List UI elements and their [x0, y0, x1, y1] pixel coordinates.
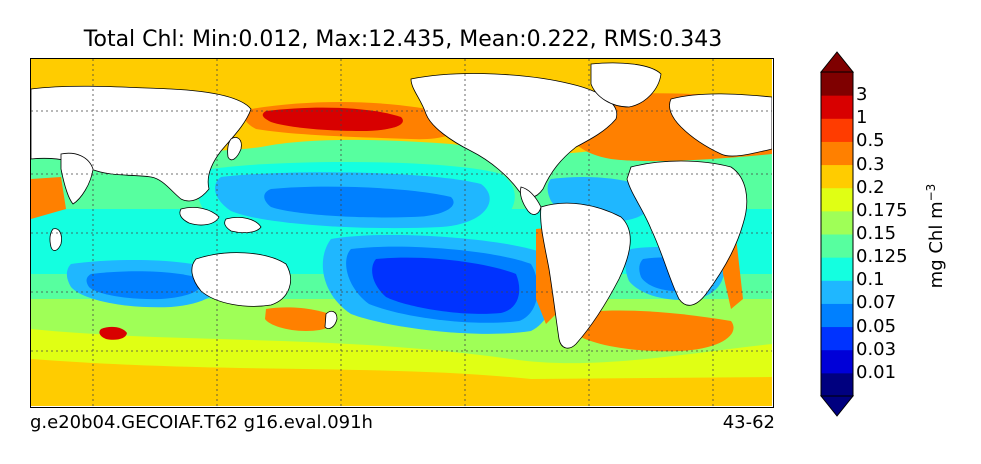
europe-landmass	[669, 93, 772, 157]
greenland-landmass	[590, 62, 662, 108]
india-landmass	[60, 152, 94, 205]
colorbar-extend-min	[819, 395, 855, 417]
colorbar-segment	[821, 118, 853, 142]
map-title: Total Chl: Min:0.012, Max:12.435, Mean:0…	[83, 27, 723, 52]
madagascar-island	[49, 228, 62, 251]
colorbar-segment	[821, 372, 853, 397]
colorbar-tick-label: 0.07	[856, 292, 897, 314]
colorbar-segment	[821, 257, 853, 281]
colorbar-segment	[821, 303, 853, 328]
colorbar-segment	[821, 164, 853, 189]
map-gridlines	[31, 59, 772, 406]
colorbar-tick-label: 0.03	[856, 338, 897, 360]
central-america-landmass	[520, 186, 542, 215]
north-america-landmass	[410, 73, 618, 198]
antarctic-margin	[31, 359, 772, 406]
years-label: 43-62	[722, 412, 775, 433]
north-pacific-gyre-core	[264, 186, 454, 218]
colorbar-unit-label: mg Chl m−3	[921, 184, 947, 289]
colorbar-tick-label: 0.1	[856, 269, 885, 291]
colorbar-tick-label: 0.05	[856, 315, 897, 337]
kerguelen-bloom	[99, 326, 127, 340]
south-pacific-gyre-core	[372, 257, 520, 314]
colorbar-tick-label: 0.5	[856, 130, 885, 152]
colorbar-segment	[821, 280, 853, 304]
asia-landmass	[31, 85, 252, 202]
colorbar	[818, 50, 856, 418]
patagonia-shelf-bloom	[566, 310, 734, 352]
colorbar-segment	[821, 72, 853, 96]
colorbar-tick-label: 0.175	[856, 199, 908, 221]
colorbar-segment	[821, 141, 853, 166]
colorbar-svg	[819, 51, 855, 417]
unit-exponent: −3	[924, 183, 938, 202]
colorbar-tick-label: 0.125	[856, 246, 908, 268]
south-america-landmass	[540, 202, 631, 349]
colorbar-tick-labels: 0.01 0.03 0.05 0.07 0.1 0.125 0.15 0.175 0.2 0.3 0…	[856, 76, 926, 396]
colorbar-tick-label: 0.3	[856, 153, 885, 175]
colorbar-tick-label: 1	[856, 107, 868, 129]
arabian-sea-bloom	[31, 177, 66, 219]
colorbar-segment	[821, 95, 853, 119]
colorbar-segment	[821, 187, 853, 212]
colorbar-tick-label: 0.2	[856, 176, 885, 198]
australia-landmass	[191, 252, 291, 307]
new-zealand-island	[324, 310, 338, 329]
japan-island	[227, 137, 242, 161]
colorbar-segment	[821, 326, 853, 351]
map-canvas	[31, 59, 772, 406]
colorbar-frame	[820, 71, 854, 397]
indian-ocean-gyre-core	[86, 271, 202, 300]
new-guinea-island	[224, 217, 262, 234]
colorbar-extend-max	[819, 51, 855, 73]
borneo-island	[179, 207, 220, 226]
tasman-bloom	[265, 307, 337, 331]
unit-base: mg Chl m	[926, 201, 947, 289]
colorbar-segment	[821, 210, 853, 235]
colorbar-tick-label: 0.01	[856, 361, 897, 383]
colorbar-tick-label: 0.15	[856, 223, 897, 244]
colorbar-tick-label: 3	[856, 84, 868, 106]
colorbar-segment	[821, 349, 853, 374]
colorbar-segment	[821, 234, 853, 258]
north-pacific-bloom	[262, 107, 403, 131]
run-id-label: g.e20b04.GECOIAF.T62 g16.eval.091h	[30, 412, 373, 433]
chlorophyll-map	[30, 58, 774, 408]
